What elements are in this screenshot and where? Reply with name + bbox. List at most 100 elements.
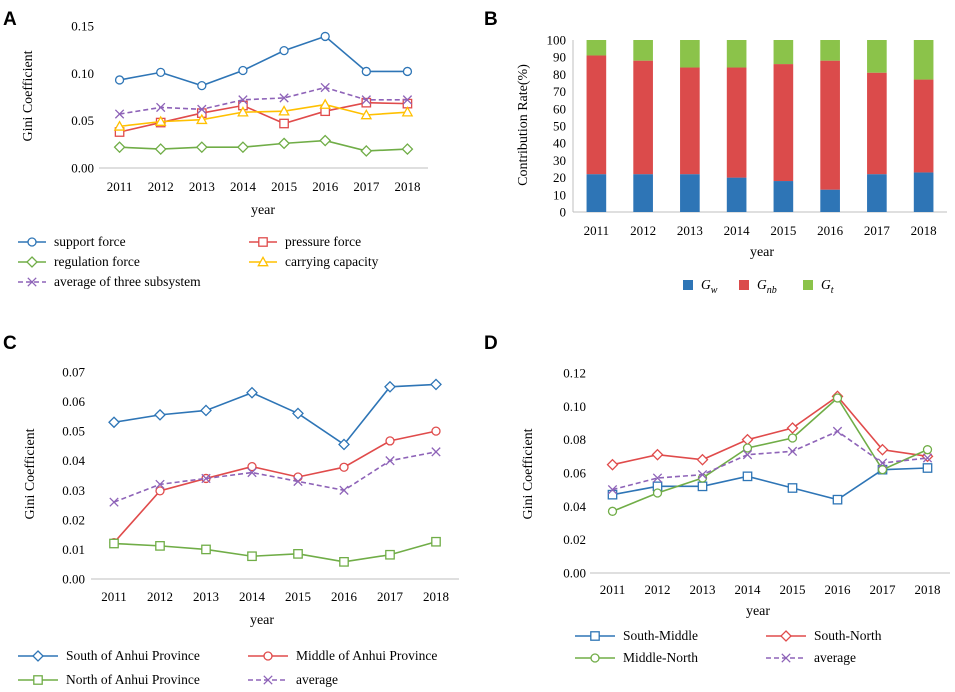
legend-label: Gt xyxy=(821,277,834,296)
legend-label: Gnb xyxy=(757,277,777,296)
x-tick-label: 2012 xyxy=(645,582,671,597)
y-tick-label: 0.03 xyxy=(62,483,85,498)
y-tick-label: 0.00 xyxy=(71,161,94,176)
y-tick-label: 0.12 xyxy=(563,366,586,381)
data-point xyxy=(339,556,349,567)
x-tick-label: 2011 xyxy=(584,223,610,238)
bar-segment xyxy=(633,174,653,212)
legend-label: average xyxy=(814,650,856,665)
y-tick-label: 70 xyxy=(553,84,566,99)
y-tick-label: 0.07 xyxy=(62,365,85,380)
legend-label: pressure force xyxy=(285,234,361,249)
series-line xyxy=(612,430,928,491)
x-tick-label: 2014 xyxy=(724,223,751,238)
data-point xyxy=(876,443,889,456)
data-point xyxy=(155,486,165,496)
data-point xyxy=(108,416,120,429)
x-axis-label: year xyxy=(750,245,774,260)
bar-segment xyxy=(820,60,840,190)
data-point xyxy=(742,471,753,482)
y-tick-label: 50 xyxy=(553,119,566,134)
data-point xyxy=(114,75,125,85)
chart-panel-d: D Gini Coefficient year 0.00 0.02 0.04 0.06… xyxy=(484,333,950,665)
legend-marker xyxy=(27,277,37,287)
x-tick-label: 2017 xyxy=(864,223,891,238)
data-point xyxy=(156,102,166,113)
x-tick-label: 2014 xyxy=(239,589,266,604)
data-point xyxy=(113,120,126,131)
y-axis-label: Gini Coefficient xyxy=(521,428,536,519)
x-tick-label: 2018 xyxy=(915,582,941,597)
data-point xyxy=(360,145,373,157)
y-tick-label: 0.10 xyxy=(71,66,94,81)
data-point xyxy=(196,113,208,125)
series-line xyxy=(119,103,408,128)
data-point xyxy=(742,450,753,460)
legend-label: South of Anhui Province xyxy=(66,648,200,663)
x-tick-label: 2013 xyxy=(189,179,215,194)
x-tick-label: 2016 xyxy=(817,223,844,238)
y-tick-labels: 0 10 20 30 40 50 60 70 80 90 100 xyxy=(547,33,567,220)
bar-segment xyxy=(913,40,934,80)
data-point xyxy=(197,80,207,91)
legend: support force pressure force regulation fo… xyxy=(18,234,379,289)
data-point xyxy=(154,115,167,126)
y-tick-label: 40 xyxy=(553,136,566,151)
y-axis-label: Contribution Rate(%) xyxy=(516,64,531,186)
bar-segment xyxy=(867,72,887,175)
bar-segment xyxy=(680,174,700,212)
bar-segment xyxy=(633,40,653,61)
data-point xyxy=(741,433,754,446)
legend-label: South-North xyxy=(814,628,882,643)
y-tick-label: 10 xyxy=(553,187,566,202)
data-point xyxy=(385,549,395,560)
data-point xyxy=(877,465,888,475)
series-line xyxy=(113,430,437,544)
data-point xyxy=(113,141,126,154)
y-tick-label: 0.00 xyxy=(62,572,85,587)
panel-letter-a: A xyxy=(3,9,17,30)
x-tick-label: 2018 xyxy=(423,589,449,604)
x-tick-label: 2012 xyxy=(630,223,656,238)
data-point xyxy=(697,470,708,480)
data-point xyxy=(155,541,165,551)
x-tick-label: 2011 xyxy=(107,179,133,194)
legend-marker xyxy=(26,256,38,268)
bar-segment xyxy=(773,40,794,65)
data-point xyxy=(786,422,799,434)
data-point xyxy=(156,67,166,78)
y-axis-label: Gini Coefficient xyxy=(23,428,38,519)
data-point xyxy=(237,141,249,154)
data-point xyxy=(339,485,349,495)
data-point xyxy=(402,66,413,77)
data-point xyxy=(109,538,119,549)
legend-marker xyxy=(33,675,43,685)
data-point xyxy=(278,105,290,116)
data-point xyxy=(319,98,331,109)
data-point xyxy=(787,446,798,456)
data-point xyxy=(279,118,289,129)
bar-segment xyxy=(680,40,700,68)
data-point xyxy=(278,137,290,150)
data-point xyxy=(607,485,618,495)
x-tick-label: 2014 xyxy=(735,582,762,597)
legend-marker xyxy=(27,237,37,247)
x-tick-label: 2014 xyxy=(230,179,257,194)
y-tick-label: 80 xyxy=(553,67,566,82)
legend-label: support force xyxy=(54,234,126,249)
x-tick-label: 2016 xyxy=(331,589,358,604)
bar-segment xyxy=(820,189,840,212)
data-point xyxy=(431,536,441,547)
data-point xyxy=(384,380,396,393)
legend-label: South-Middle xyxy=(623,628,698,643)
y-tick-label: 0.05 xyxy=(62,424,85,439)
x-axis-label: year xyxy=(746,604,770,619)
y-tick-label: 0.04 xyxy=(563,499,586,514)
x-tick-label: 2015 xyxy=(770,223,796,238)
x-tick-labels: 2011 2012 2013 2014 2015 2016 2017 2018 xyxy=(584,223,937,238)
data-point xyxy=(339,462,349,472)
data-point xyxy=(237,106,249,117)
data-point xyxy=(246,386,258,399)
data-point xyxy=(201,473,211,484)
